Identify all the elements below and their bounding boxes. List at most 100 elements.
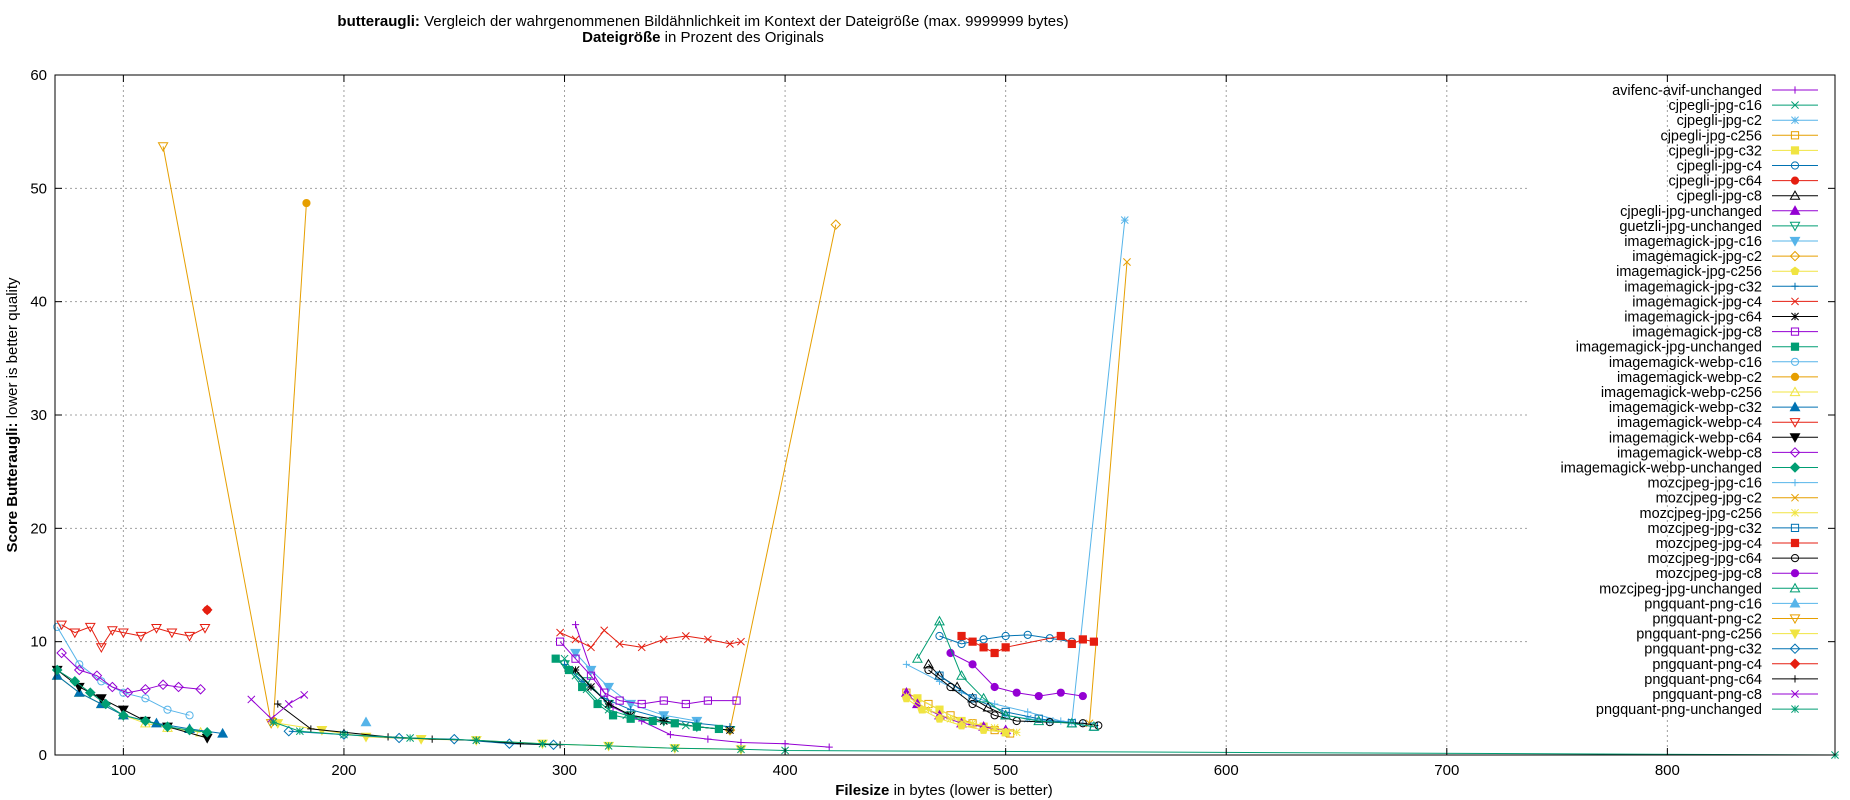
data-point <box>968 699 977 709</box>
data-point <box>666 731 674 739</box>
data-point <box>1791 479 1799 487</box>
data-point <box>1791 101 1799 110</box>
data-point <box>924 665 933 675</box>
data-point <box>1789 386 1801 397</box>
legend-entry-label: cjpegli-jpg-c64 <box>1669 174 1763 190</box>
legend-entry-label: mozcjpeg-jpg-c256 <box>1639 506 1762 522</box>
data-point <box>681 632 690 640</box>
data-point <box>714 724 724 734</box>
data-point <box>269 718 278 727</box>
x-tick-label: 600 <box>1214 762 1239 779</box>
series-line <box>559 629 742 648</box>
legend-entry-label: guetzli-jpg-unchanged <box>1619 219 1762 235</box>
x-tick-label: 800 <box>1655 762 1680 779</box>
data-point <box>681 721 690 730</box>
data-point <box>670 744 679 753</box>
data-point <box>1791 508 1799 517</box>
data-point <box>1789 643 1801 655</box>
x-tick-label: 100 <box>111 762 136 779</box>
data-point <box>571 654 580 663</box>
series-line <box>250 694 305 720</box>
legend-entry-label: imagemagick-webp-c4 <box>1617 415 1762 431</box>
data-point <box>570 648 581 659</box>
data-point <box>585 665 597 676</box>
data-point <box>1789 190 1801 200</box>
data-point <box>118 710 129 721</box>
data-point <box>979 725 989 734</box>
legend-entry-label: imagemagick-webp-c2 <box>1617 370 1762 386</box>
series-line <box>1005 220 1126 723</box>
legend-entry-label: imagemagick-jpg-unchanged <box>1576 340 1762 356</box>
series-line <box>162 146 272 724</box>
data-point <box>978 692 990 703</box>
series-mozcjpeg-jpg-c256 <box>902 692 1021 737</box>
data-point <box>1790 569 1800 578</box>
data-point <box>1024 708 1032 716</box>
data-point <box>141 694 150 703</box>
y-tick-label: 20 <box>30 520 47 537</box>
data-point <box>1001 631 1010 641</box>
data-point <box>1066 717 1078 728</box>
legend-entry-label: imagemagick-webp-unchanged <box>1560 461 1762 477</box>
data-point <box>1056 688 1065 697</box>
data-point <box>586 671 596 680</box>
data-point <box>1067 639 1076 649</box>
x-axis-label-bold: Filesize <box>835 782 889 799</box>
data-point <box>911 653 923 663</box>
series-imagemagick-webp-c2 <box>269 198 311 726</box>
data-point <box>548 739 559 751</box>
data-point <box>593 699 602 709</box>
data-point <box>637 643 646 652</box>
plot-series <box>51 142 1839 759</box>
data-point <box>1789 447 1801 458</box>
data-point <box>1789 221 1801 232</box>
data-point <box>603 682 615 693</box>
subtitle-bold: Dateigröße <box>582 29 660 46</box>
data-point <box>162 721 173 732</box>
svg-text:Dateigröße in Prozent des Orig: Dateigröße in Prozent des Originals <box>582 29 824 46</box>
data-point <box>1033 715 1045 726</box>
y-tick-label: 10 <box>30 634 47 651</box>
data-point <box>956 670 967 680</box>
legend-entry-label: pngquant-png-unchanged <box>1596 702 1762 718</box>
data-point <box>1023 630 1032 639</box>
data-point <box>979 635 988 644</box>
data-point <box>538 739 547 748</box>
series-pngquant-png-c16 <box>360 716 372 727</box>
series-line <box>555 658 719 730</box>
legend: avifenc-avif-unchangedcjpegli-jpg-c16cjp… <box>1560 83 1818 718</box>
data-point <box>1790 176 1800 185</box>
data-point <box>556 628 565 637</box>
data-point <box>56 647 67 659</box>
data-point <box>283 725 295 737</box>
data-point <box>360 716 372 727</box>
data-point <box>725 726 734 735</box>
x-tick-label: 200 <box>331 762 356 779</box>
legend-entry-label: imagemagick-jpg-c2 <box>1632 249 1762 265</box>
data-point <box>737 637 745 646</box>
data-point <box>946 682 955 692</box>
series-imagemagick-jpg-c2 <box>724 219 842 736</box>
legend-entry-label: cjpegli-jpg-c8 <box>1677 189 1762 205</box>
data-point <box>737 745 745 754</box>
data-point <box>1789 597 1801 608</box>
svg-text:butteraugli: Vergleich der wah: butteraugli: Vergleich der wahrgenommene… <box>337 13 1068 30</box>
data-point <box>571 666 580 674</box>
data-point <box>732 696 741 705</box>
data-point <box>1789 418 1801 428</box>
data-point <box>957 639 966 649</box>
data-point <box>571 635 580 644</box>
data-point <box>201 727 213 738</box>
data-point <box>957 720 966 730</box>
x-axis-label-rest: in bytes (lower is better) <box>889 782 1052 799</box>
title-bold: butteraugli: <box>337 13 420 30</box>
data-point <box>166 628 178 639</box>
data-point <box>1790 266 1800 275</box>
data-point <box>73 682 85 693</box>
legend-entry-label: imagemagick-jpg-c64 <box>1624 310 1762 326</box>
legend-entry-label: cjpegli-jpg-c256 <box>1660 128 1762 144</box>
data-point <box>911 698 923 709</box>
data-point <box>1791 282 1799 290</box>
series-imagemagick-jpg-unchanged <box>551 654 724 734</box>
data-point <box>157 142 169 153</box>
